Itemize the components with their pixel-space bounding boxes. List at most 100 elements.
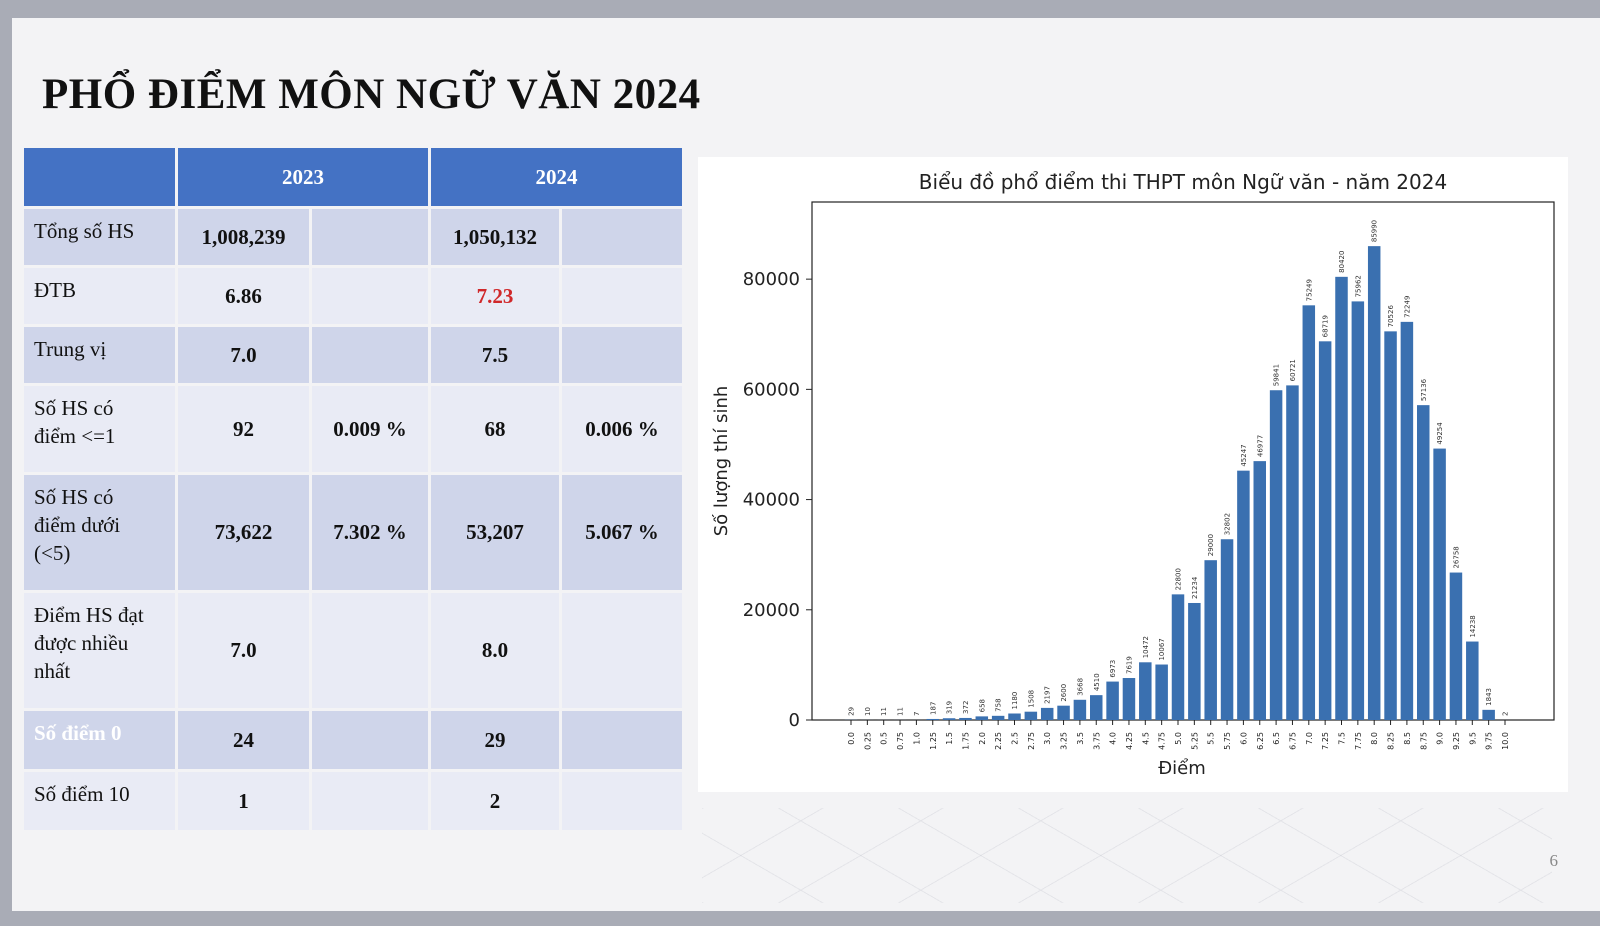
data-label: 85990 <box>1371 220 1379 242</box>
bar <box>1188 602 1201 720</box>
x-tick-label: 9.0 <box>1436 732 1445 745</box>
percent-2024 <box>562 209 682 265</box>
x-tick-label: 5.25 <box>1190 732 1199 750</box>
percent-2023 <box>312 593 428 708</box>
x-tick-label: 3.5 <box>1076 732 1085 745</box>
value-2024: 2 <box>431 772 559 830</box>
data-label: 10472 <box>1142 636 1150 658</box>
x-tick-label: 0.75 <box>896 732 905 750</box>
value-2024: 53,207 <box>431 475 559 590</box>
data-label: 7619 <box>1125 656 1133 674</box>
score-distribution-chart: Biểu đồ phổ điểm thi THPT môn Ngữ văn - … <box>698 157 1568 792</box>
percent-2023 <box>312 327 428 383</box>
bar <box>1122 678 1136 720</box>
bar <box>1318 341 1332 720</box>
y-tick-label: 40000 <box>743 490 800 511</box>
bar <box>1106 681 1119 720</box>
bar <box>926 718 939 720</box>
data-label: 11 <box>897 707 905 716</box>
row-label: Số HS có điểm dưới (<5) <box>24 475 175 590</box>
percent-2023 <box>312 711 428 769</box>
data-label: 22800 <box>1175 568 1183 590</box>
data-label: 59841 <box>1273 364 1281 386</box>
table-row: ĐTB 6.86 7.23 <box>24 268 682 324</box>
bar <box>1171 594 1185 720</box>
percent-2024: 0.006 % <box>562 386 682 472</box>
percent-2023 <box>312 209 428 265</box>
row-label: Số điểm 10 <box>24 772 175 830</box>
x-tick-label: 3.0 <box>1043 732 1052 745</box>
bar <box>1466 641 1479 720</box>
value-2024: 8.0 <box>431 593 559 708</box>
data-label: 32802 <box>1224 513 1232 535</box>
bar <box>1008 713 1021 720</box>
data-label: 29 <box>848 707 856 716</box>
data-label: 72249 <box>1403 296 1411 318</box>
x-tick-label: 8.0 <box>1370 732 1379 745</box>
percent-2023: 7.302 % <box>312 475 428 590</box>
chart-svg: Biểu đồ phổ điểm thi THPT môn Ngữ văn - … <box>711 170 1555 779</box>
bar <box>959 717 972 720</box>
x-tick-label: 0.5 <box>880 732 889 745</box>
y-tick-label: 20000 <box>743 600 800 621</box>
x-tick-label: 8.75 <box>1419 732 1428 750</box>
percent-2024 <box>562 327 682 383</box>
bar <box>942 718 956 720</box>
bar <box>1220 539 1234 720</box>
data-label: 75249 <box>1305 279 1313 301</box>
x-tick-label: 1.25 <box>929 732 938 750</box>
x-tick-label: 8.25 <box>1387 732 1396 750</box>
data-label: 4510 <box>1093 673 1101 691</box>
x-tick-label: 9.75 <box>1485 732 1494 750</box>
value-2023: 1 <box>178 772 309 830</box>
bar <box>1400 321 1414 720</box>
value-2023: 7.0 <box>178 593 309 708</box>
x-tick-label: 7.5 <box>1338 732 1347 745</box>
bar <box>1286 385 1299 720</box>
percent-2024 <box>562 711 682 769</box>
x-tick-label: 4.25 <box>1125 732 1134 750</box>
data-label: 2 <box>1502 712 1510 716</box>
table-row: Trung vị 7.0 7.5 <box>24 327 682 383</box>
data-label: 6973 <box>1109 660 1117 678</box>
table-row: Số HS có điểm dưới (<5) 73,622 7.302 % 53,2… <box>24 475 682 590</box>
bar <box>1351 301 1365 720</box>
value-2024: 29 <box>431 711 559 769</box>
x-tick-label: 0.0 <box>847 732 856 745</box>
bar <box>1024 711 1038 720</box>
table-row: Tổng số HS 1,008,239 1,050,132 <box>24 209 682 265</box>
bar <box>1335 276 1348 720</box>
slide-title: PHỔ ĐIỂM MÔN NGỮ VĂN 2024 <box>42 71 701 118</box>
row-label: Số HS có điểm <=1 <box>24 386 175 472</box>
y-axis-label: Số lượng thí sinh <box>711 386 732 537</box>
x-axis-label: Điểm <box>1158 758 1206 779</box>
bar <box>1155 664 1168 720</box>
data-label: 29000 <box>1207 534 1215 556</box>
bar <box>1417 405 1430 720</box>
x-tick-label: 5.5 <box>1207 732 1216 745</box>
value-2024: 1,050,132 <box>431 209 559 265</box>
x-tick-label: 2.0 <box>978 732 987 745</box>
data-label: 11 <box>880 707 888 716</box>
x-tick-label: 6.25 <box>1256 732 1265 750</box>
x-tick-label: 2.25 <box>994 732 1003 750</box>
bar <box>1090 695 1103 720</box>
x-tick-label: 7.0 <box>1305 732 1314 745</box>
data-label: 68719 <box>1322 315 1330 337</box>
x-tick-label: 4.0 <box>1109 732 1118 745</box>
table-row: Số HS có điểm <=1 92 0.009 % 68 0.006 % <box>24 386 682 472</box>
data-label: 46977 <box>1256 435 1264 457</box>
data-label: 2197 <box>1044 686 1052 704</box>
percent-2024 <box>562 772 682 830</box>
bar <box>1204 560 1217 720</box>
value-2024: 68 <box>431 386 559 472</box>
y-tick-label: 0 <box>789 710 800 731</box>
value-2023: 92 <box>178 386 309 472</box>
value-2023: 7.0 <box>178 327 309 383</box>
value-2024: 7.5 <box>431 327 559 383</box>
x-tick-label: 6.75 <box>1288 732 1297 750</box>
x-tick-label: 6.5 <box>1272 732 1281 745</box>
x-tick-label: 3.75 <box>1092 732 1101 750</box>
x-tick-label: 9.25 <box>1452 732 1461 750</box>
value-2023: 6.86 <box>178 268 309 324</box>
